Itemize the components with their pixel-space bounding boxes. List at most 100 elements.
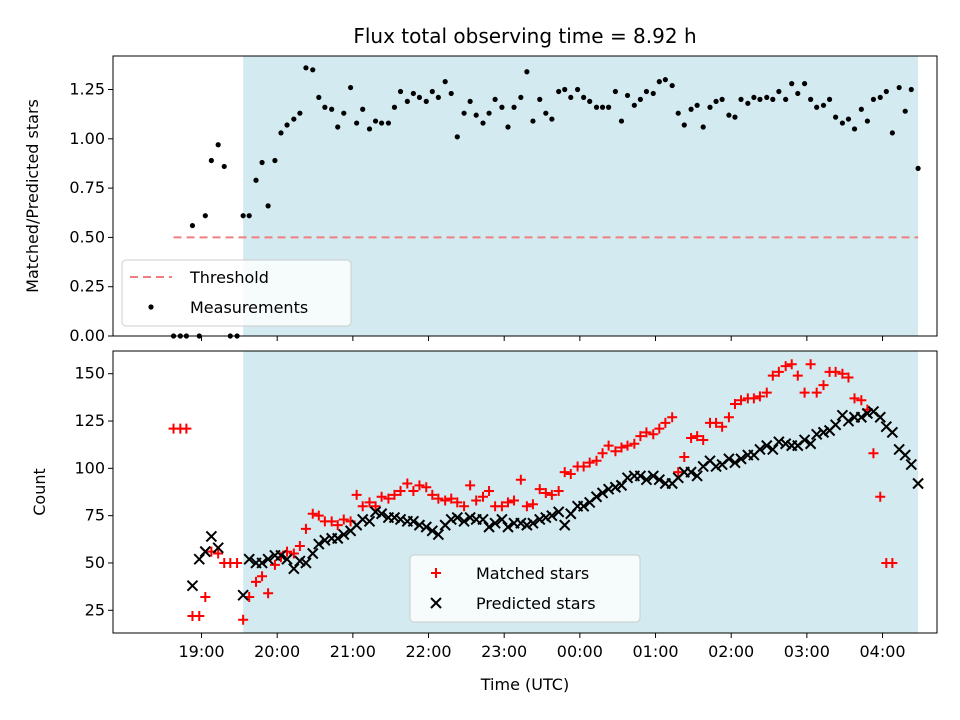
measurement-point xyxy=(757,96,763,102)
measurement-point xyxy=(549,116,555,122)
matched-star-point xyxy=(357,501,368,512)
matched-star-point xyxy=(546,489,557,500)
predicted-star-point xyxy=(723,453,735,465)
matched-star-point xyxy=(767,370,778,381)
matched-star-point xyxy=(887,557,898,568)
measurement-point xyxy=(599,104,606,110)
predicted-star-point xyxy=(193,553,205,565)
measurement-point xyxy=(480,120,486,126)
matched-star-point xyxy=(471,495,482,506)
matched-star-point xyxy=(465,480,476,491)
measurement-point xyxy=(284,122,290,128)
predicted-star-point xyxy=(804,438,817,450)
matched-star-point xyxy=(761,387,772,398)
measurement-point xyxy=(416,94,423,101)
y-tick-label: 0.75 xyxy=(69,178,105,197)
measurement-point xyxy=(864,118,870,124)
measurement-point xyxy=(208,157,214,164)
legend-measurement-label: Measurements xyxy=(190,298,308,317)
x-tick-label: 01:00 xyxy=(632,642,678,661)
matched-star-point xyxy=(786,359,797,370)
x-tick-label: 00:00 xyxy=(557,642,603,661)
matched-star-point xyxy=(818,380,829,391)
measurement-point xyxy=(726,112,732,118)
measurement-point xyxy=(265,203,271,209)
measurement-point xyxy=(662,77,668,83)
measurement-point xyxy=(751,94,757,101)
matched-star-point xyxy=(591,455,602,466)
matched-star-point xyxy=(723,412,734,423)
predicted-star-point xyxy=(186,579,199,592)
x-tick-label: 03:00 xyxy=(784,642,830,661)
matched-star-point xyxy=(427,489,438,500)
measurement-point xyxy=(410,90,416,97)
matched-star-point xyxy=(300,523,311,534)
matched-star-point xyxy=(616,442,627,453)
matched-star-point xyxy=(440,495,451,506)
y-tick-label: 150 xyxy=(74,364,105,383)
matched-star-point xyxy=(213,548,224,559)
measurement-point xyxy=(316,94,322,101)
measurement-point xyxy=(272,157,278,164)
y-tick-label: 100 xyxy=(74,458,105,477)
matched-star-point xyxy=(433,493,444,504)
matched-star-point xyxy=(843,372,854,383)
measurement-point xyxy=(360,106,366,112)
matched-star-point xyxy=(736,395,747,406)
matched-star-point xyxy=(446,493,457,504)
measurement-point xyxy=(851,126,858,132)
measurement-point xyxy=(902,108,908,114)
matched-star-point xyxy=(515,474,526,485)
measurement-point xyxy=(820,102,827,108)
measurement-point xyxy=(505,124,511,130)
y-tick-label: 0.50 xyxy=(69,227,105,246)
x-tick-label: 04:00 xyxy=(859,642,905,661)
matched-star-point xyxy=(780,361,791,372)
measurement-point xyxy=(379,120,385,126)
measurement-point xyxy=(221,163,227,170)
measurement-point xyxy=(278,130,284,136)
y-tick-label: 125 xyxy=(74,411,105,430)
predicted-star-point xyxy=(489,517,501,529)
measurement-point xyxy=(461,110,467,116)
predicted-star-point xyxy=(886,426,899,439)
predicted-star-point xyxy=(281,553,293,565)
measurement-point xyxy=(839,120,846,126)
matched-star-point xyxy=(402,478,413,489)
predicted-star-point xyxy=(773,436,785,448)
measurement-point xyxy=(643,88,650,95)
measurement-point xyxy=(511,104,517,110)
y-tick-label: 1.25 xyxy=(69,80,105,99)
matched-star-point xyxy=(313,510,324,521)
measurement-point xyxy=(593,104,600,110)
measurement-point xyxy=(310,67,316,73)
matched-star-point xyxy=(194,610,205,621)
matched-star-point xyxy=(288,548,299,559)
matched-star-point xyxy=(698,434,709,445)
predicted-star-point xyxy=(685,466,697,478)
predicted-star-point xyxy=(527,517,539,529)
predicted-star-point xyxy=(496,513,508,526)
predicted-star-point xyxy=(477,513,489,526)
predicted-star-point xyxy=(413,519,426,531)
measurement-point xyxy=(618,118,625,124)
predicted-star-point xyxy=(810,428,823,440)
predicted-star-point xyxy=(842,415,855,427)
predicted-star-point xyxy=(451,511,463,524)
predicted-star-point xyxy=(602,483,615,495)
matched-star-point xyxy=(421,482,432,493)
measurement-point xyxy=(335,124,341,130)
measurement-point xyxy=(732,114,738,120)
predicted-star-point xyxy=(483,521,495,533)
predicted-star-point xyxy=(577,500,590,512)
predicted-star-point xyxy=(559,519,571,531)
top-y-axis-label: Matched/Predicted stars xyxy=(23,99,42,293)
measurement-point xyxy=(656,79,662,85)
measurement-point xyxy=(347,84,354,91)
matched-star-point xyxy=(452,497,463,508)
measurement-point xyxy=(322,104,328,110)
observing-window-shade xyxy=(243,56,919,336)
measurement-point xyxy=(889,130,895,136)
measurement-point xyxy=(795,90,801,97)
matched-star-point xyxy=(251,576,262,587)
